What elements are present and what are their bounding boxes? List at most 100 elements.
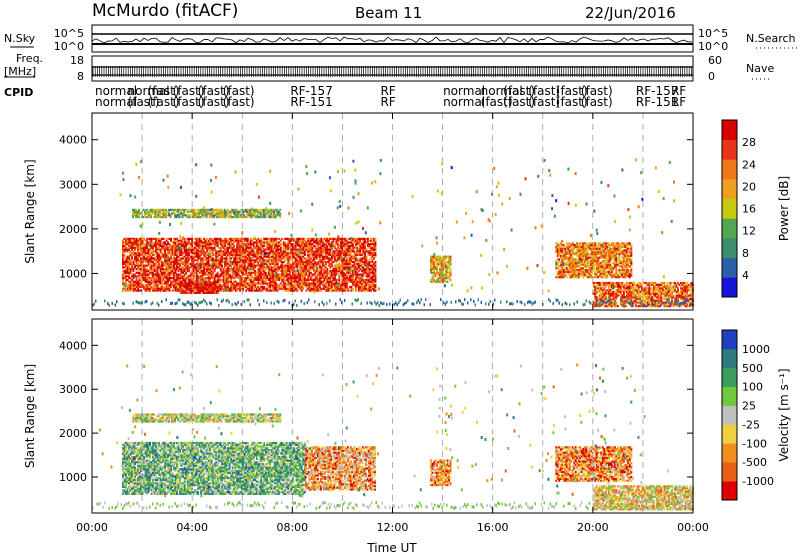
echo-cell (360, 285, 363, 289)
echo-cell (257, 244, 260, 248)
echo-cell (234, 210, 237, 213)
echo-cell (209, 239, 212, 242)
echo-cell (360, 243, 363, 246)
echo-cell (189, 255, 192, 258)
echo-cell (173, 253, 175, 256)
echo-cell (305, 264, 308, 267)
echo-cell (373, 255, 375, 258)
echo-cell (300, 248, 303, 251)
echo-cell (200, 269, 203, 273)
echo-cell (318, 255, 321, 258)
echo-cell (359, 278, 362, 281)
echo-cell (347, 246, 350, 249)
echo-cell (125, 261, 127, 264)
echo-cell (144, 243, 147, 246)
echo-cell (155, 262, 157, 265)
echo-cell (341, 243, 344, 246)
echo-cell (236, 284, 239, 287)
echo-cell (207, 210, 210, 213)
echo-cell (368, 243, 371, 246)
echo-cell (446, 269, 449, 273)
echo-cell (129, 277, 132, 280)
echo-cell (350, 289, 353, 292)
echo-cell (442, 273, 444, 276)
echo-cell (344, 253, 347, 256)
echo-cell (445, 264, 447, 267)
echo-cell (194, 259, 197, 262)
echo-cell (137, 264, 139, 267)
echo-cell (311, 273, 314, 276)
echo-cell (254, 273, 257, 276)
echo-cell (122, 264, 124, 267)
echo-cell (240, 214, 243, 217)
echo-cell (330, 257, 333, 260)
echo-cell (350, 253, 353, 256)
echo-cell (251, 284, 254, 287)
echo-cell (176, 268, 178, 271)
echo-cell (445, 277, 447, 280)
echo-cell (171, 264, 174, 267)
echo-cell (138, 246, 141, 249)
echo-cell (162, 214, 164, 217)
echo-cell (159, 266, 162, 269)
echo-cell (123, 250, 126, 253)
echo-cell (293, 280, 296, 283)
echo-cell (260, 250, 263, 253)
echo-cell (222, 275, 225, 278)
echo-cell (134, 275, 136, 278)
echo-cell (150, 208, 152, 211)
echo-cell (228, 210, 231, 213)
echo-cell (368, 273, 371, 276)
echo-cell (140, 264, 142, 267)
echo-cell (373, 285, 375, 289)
echo-cell (312, 269, 315, 273)
echo-cell (198, 250, 201, 253)
echo-cell (332, 243, 335, 246)
echo-cell (177, 259, 180, 262)
echo-cell (430, 271, 432, 274)
echo-cell (263, 273, 266, 276)
echo-cell (204, 271, 207, 274)
echo-cell (198, 239, 201, 242)
echo-cell (339, 237, 342, 240)
echo-cell (360, 289, 363, 292)
echo-cell (314, 275, 317, 278)
echo-cell (207, 273, 210, 276)
echo-cell (374, 241, 377, 244)
echo-cell (200, 248, 203, 251)
echo-cell (276, 275, 279, 278)
echo-cell (183, 248, 186, 251)
echo-cell (197, 253, 200, 256)
echo-cell (294, 246, 297, 249)
echo-cell (179, 288, 182, 291)
echo-cell (164, 259, 166, 262)
echo-cell (329, 253, 332, 256)
echo-cell (364, 252, 366, 255)
echo-cell (198, 246, 201, 249)
echo-cell (296, 287, 299, 290)
echo-cell (276, 210, 279, 213)
echo-cell (354, 262, 357, 265)
echo-cell (167, 248, 169, 251)
echo-cell (144, 284, 147, 287)
echo-cell (149, 257, 151, 260)
echo-cell (354, 268, 357, 271)
echo-cell (128, 268, 130, 271)
echo-cell (234, 264, 237, 267)
echo-cell (222, 239, 225, 242)
echo-cell (348, 241, 351, 244)
echo-cell (273, 269, 276, 273)
echo-cell (249, 287, 252, 290)
echo-cell (303, 262, 306, 265)
echo-cell (197, 244, 200, 248)
echo-cell (356, 282, 359, 285)
echo-cell (204, 239, 207, 242)
echo-cell (309, 246, 312, 249)
echo-cell (141, 241, 144, 244)
echo-cell (320, 250, 323, 253)
echo-cell (324, 246, 327, 249)
echo-cell (241, 216, 244, 219)
echo-cell (243, 259, 246, 262)
echo-cell (222, 244, 225, 248)
echo-cell (315, 241, 318, 244)
